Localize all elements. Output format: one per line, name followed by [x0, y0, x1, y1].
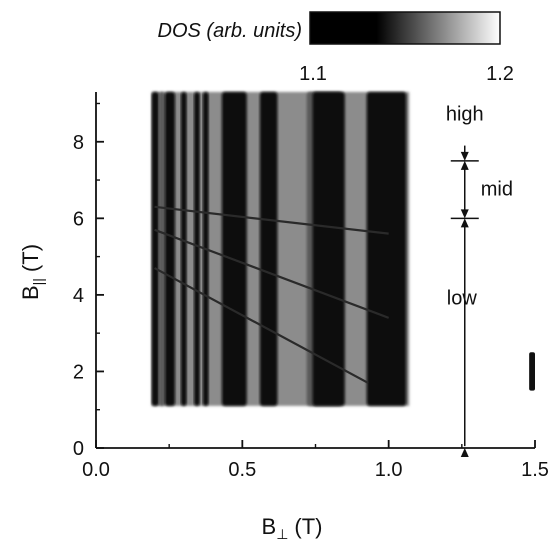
colorbar-label: DOS (arb. units) — [158, 20, 302, 42]
colorbar-tick-max: 1.2 — [486, 63, 514, 85]
x-axis-label-unit: (T) — [294, 514, 322, 539]
heatmap-area — [151, 92, 535, 406]
y-tick-label-1: 2 — [73, 361, 84, 383]
low-region-arrow-bottom — [460, 448, 469, 457]
x-tick-label-2: 1.0 — [375, 459, 403, 481]
heatmap-stripe-6 — [221, 92, 247, 406]
colorbar-swatch — [309, 11, 501, 45]
x-tick-label-1: 0.5 — [228, 459, 256, 481]
x-axis-label-main: B — [262, 514, 277, 539]
y-axis-label-sub: || — [30, 278, 46, 285]
y-axis-label-main: B — [18, 285, 43, 300]
x-axis-title: B⊥ (T) — [262, 514, 323, 542]
region-label-high: high — [446, 104, 484, 126]
x-tick-label-3: 1.5 — [521, 459, 549, 481]
colorbar: DOS (arb. units) 1.1 1.2 — [158, 11, 514, 85]
y-tick-label-4: 8 — [73, 132, 84, 154]
plot-axes: 0.0 0.5 1.0 1.5 0 2 4 6 8 — [73, 92, 549, 481]
x-axis-label: B⊥ (T) — [262, 514, 323, 542]
mid-region-arrow-bottom — [460, 218, 469, 228]
x-axis-label-sub: ⊥ — [276, 526, 288, 542]
heatmap-stripe-1 — [158, 92, 165, 406]
region-label-mid: mid — [481, 178, 513, 200]
region-label-low: low — [447, 287, 478, 309]
heatmap-stripe-2 — [164, 92, 176, 406]
fan-lines — [154, 205, 390, 384]
y-axis-label: B|| (T) — [18, 244, 46, 300]
fan-line-0 — [154, 205, 389, 235]
x-tick-label-0: 0.0 — [82, 459, 110, 481]
fan-line-2 — [154, 267, 369, 384]
y-axis-title: B|| (T) — [18, 244, 46, 300]
high-region-arrow — [460, 160, 469, 170]
field-regions: high mid low — [446, 104, 513, 457]
heatmap-stripe-10 — [366, 92, 407, 406]
heatmap-stripe-3 — [180, 92, 187, 406]
heatmap-stripe-4 — [194, 92, 200, 406]
heatmap-stripe-0 — [151, 92, 159, 406]
heatmap-stripe-7 — [259, 92, 278, 406]
heatmap-right-sliver — [529, 352, 535, 391]
y-tick-label-2: 4 — [73, 285, 84, 307]
y-axis-label-unit: (T) — [18, 244, 43, 272]
y-tick-label-3: 6 — [73, 208, 84, 230]
fan-line-1 — [154, 228, 390, 319]
heatmap-stripe-9 — [312, 92, 345, 406]
colorbar-tick-min: 1.1 — [299, 63, 327, 85]
y-tick-label-0: 0 — [73, 438, 84, 460]
